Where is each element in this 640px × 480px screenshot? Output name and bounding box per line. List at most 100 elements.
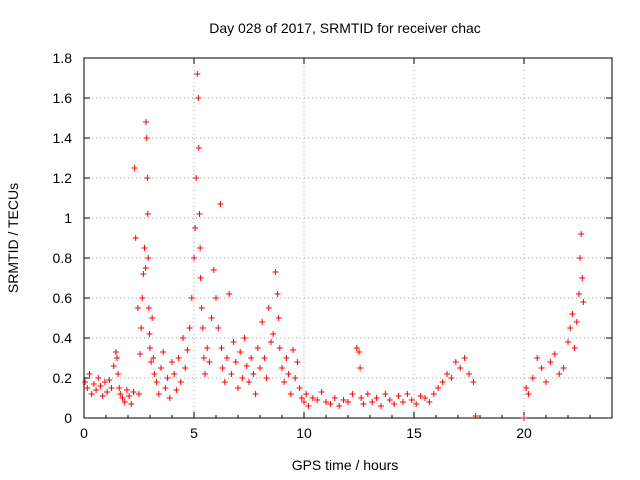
data-point: [577, 255, 584, 261]
data-point: [336, 403, 343, 409]
data-point: [265, 305, 272, 311]
data-point: [318, 389, 325, 395]
y-axis-tick-labels: 0 0.2 0.4 0.6 0.8 1 1.2 1.4 1.6 1.8: [53, 50, 73, 426]
x-axis-tick-labels: 0 5 10 15 20: [80, 425, 532, 441]
data-point: [239, 375, 246, 381]
data-point: [116, 385, 123, 391]
data-point: [150, 355, 157, 361]
data-point: [228, 371, 235, 377]
data-point: [573, 319, 580, 325]
data-point: [132, 235, 139, 241]
data-point: [296, 385, 303, 391]
data-point: [182, 365, 189, 371]
data-point: [224, 355, 230, 361]
data-point: [210, 267, 217, 273]
y-tick-label: 1.2: [53, 170, 73, 186]
data-point: [283, 355, 290, 361]
data-point: [340, 397, 347, 403]
grid-lines: [84, 58, 612, 418]
data-point: [276, 345, 283, 351]
data-point: [215, 325, 222, 331]
data-point: [457, 365, 464, 371]
data-point: [86, 371, 93, 377]
y-tick-label: 0.8: [53, 250, 73, 266]
data-point: [175, 355, 182, 361]
data-point: [448, 375, 455, 381]
data-point: [197, 275, 204, 281]
data-point: [160, 349, 167, 355]
data-point: [131, 165, 138, 171]
data-point: [173, 387, 180, 393]
data-point: [243, 363, 250, 369]
data-point: [193, 175, 200, 181]
y-axis-label: SRMTID / TECUs: [5, 183, 21, 293]
data-point: [257, 365, 263, 371]
data-point: [426, 399, 433, 405]
data-point: [148, 359, 155, 365]
data-point: [139, 295, 146, 301]
data-point: [294, 359, 301, 365]
data-point: [166, 395, 173, 401]
data-point: [357, 365, 364, 371]
series-srmtid: [82, 71, 587, 421]
data-point: [287, 391, 294, 397]
data-point: [195, 145, 202, 151]
data-point: [349, 391, 356, 397]
data-point: [579, 275, 586, 281]
data-point: [237, 349, 244, 355]
data-point: [521, 415, 527, 421]
data-point: [123, 387, 130, 393]
data-point: [128, 401, 135, 407]
data-point: [417, 393, 424, 399]
data-point: [143, 135, 150, 141]
data-point: [279, 365, 285, 371]
data-point: [145, 255, 152, 261]
data-point: [114, 355, 120, 361]
y-tick-label: 0.6: [53, 290, 73, 306]
data-point: [184, 347, 191, 353]
data-point: [146, 331, 153, 337]
data-point: [430, 391, 437, 397]
x-tick-label: 10: [296, 425, 312, 441]
data-point: [556, 371, 563, 377]
y-tick-label: 0.4: [53, 330, 73, 346]
data-point: [250, 371, 257, 377]
data-point: [115, 371, 122, 377]
data-point: [121, 399, 128, 405]
data-point: [386, 397, 393, 403]
data-point: [576, 291, 582, 297]
data-point: [90, 381, 97, 387]
x-axis-label: GPS time / hours: [292, 457, 399, 473]
data-point: [106, 377, 113, 383]
data-point: [196, 211, 203, 217]
data-point: [84, 385, 91, 391]
data-point: [138, 325, 145, 331]
data-point: [578, 231, 585, 237]
data-point: [569, 311, 576, 317]
data-point: [565, 339, 571, 345]
plot-area-frame: [83, 57, 613, 419]
y-tick-label: 1.8: [53, 50, 73, 66]
data-point: [413, 401, 420, 407]
data-point: [126, 393, 133, 399]
data-point: [218, 345, 225, 351]
data-point: [298, 395, 305, 401]
data-point: [534, 355, 541, 361]
data-point: [254, 345, 261, 351]
data-point: [408, 397, 415, 403]
data-point: [82, 379, 89, 385]
data-point: [301, 399, 307, 405]
data-point: [285, 371, 292, 377]
data-point: [466, 371, 472, 377]
data-point: [290, 347, 296, 353]
data-point: [358, 395, 365, 401]
data-point: [461, 355, 468, 361]
data-point: [345, 399, 351, 405]
data-point: [309, 395, 316, 401]
data-point: [327, 401, 334, 407]
data-point: [525, 391, 532, 397]
axis-ticks: [83, 57, 612, 419]
data-point: [213, 295, 219, 301]
data-point: [435, 385, 442, 391]
